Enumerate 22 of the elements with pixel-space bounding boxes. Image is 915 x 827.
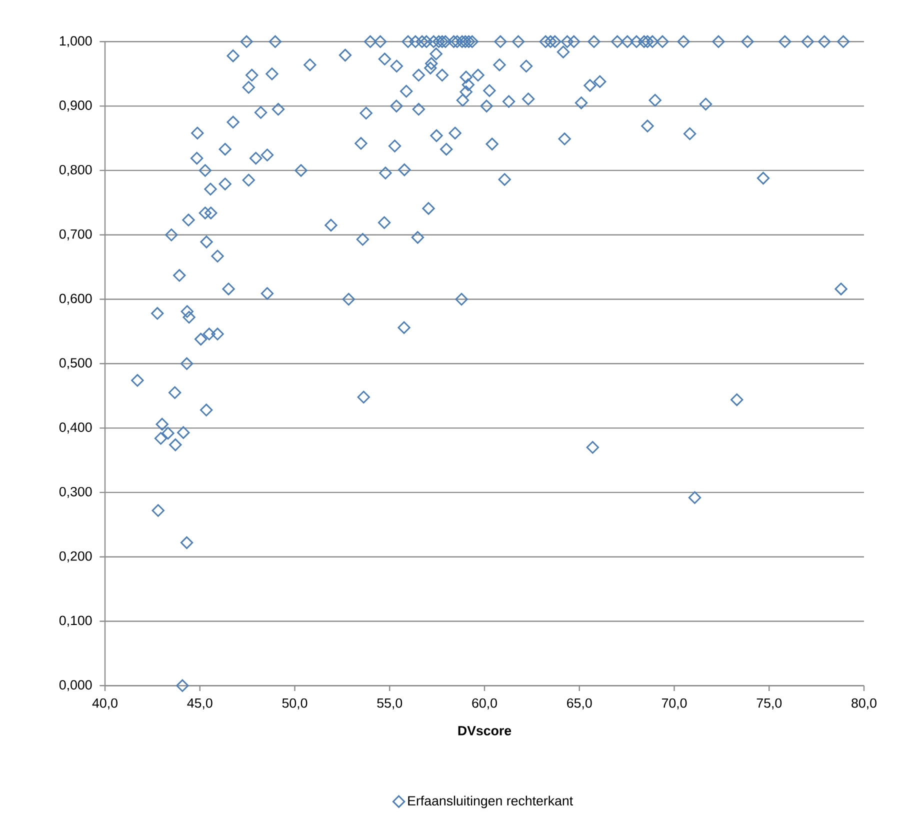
x-tick-label: 75,0 xyxy=(756,698,782,710)
x-tick-label: 55,0 xyxy=(377,698,402,710)
y-tick-label: 0,000 xyxy=(59,680,92,692)
y-tick-label: 0,500 xyxy=(59,358,92,370)
y-tick-label: 0,400 xyxy=(59,422,92,434)
y-tick-label: 0,900 xyxy=(59,100,92,112)
x-tick-label: 40,0 xyxy=(92,698,118,710)
y-tick-label: 1,000 xyxy=(60,36,92,48)
x-tick-label: 70,0 xyxy=(662,698,687,710)
x-tick-label: 45,0 xyxy=(187,698,212,710)
x-axis-title: DVscore xyxy=(458,726,512,736)
y-tick-label: 0,800 xyxy=(59,164,92,176)
y-tick-label: 0,300 xyxy=(59,486,92,498)
y-tick-label: 0,700 xyxy=(59,229,92,240)
y-tick-label: 0,600 xyxy=(59,294,92,305)
x-tick-label: 50,0 xyxy=(282,698,308,710)
legend-label: Erfaansluitingen rechterkant xyxy=(408,796,573,808)
x-tick-label: 80,0 xyxy=(852,698,876,710)
x-tick-label: 65,0 xyxy=(567,698,592,710)
y-tick-label: 0,200 xyxy=(59,551,92,562)
x-tick-label: 60,0 xyxy=(472,698,497,710)
y-tick-label: 0,100 xyxy=(59,616,92,627)
